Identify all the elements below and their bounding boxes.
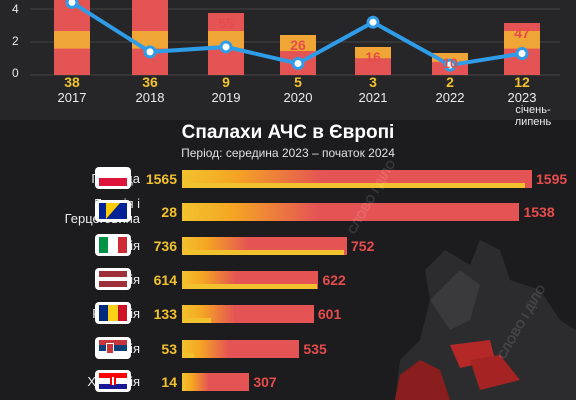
bar-highlight-2022 xyxy=(432,53,468,62)
bar-small xyxy=(182,353,194,358)
value-small: 736 xyxy=(153,238,177,254)
bar-small xyxy=(182,183,526,188)
bar-value-2020: 26 xyxy=(290,37,306,53)
bar-highlight-2019 xyxy=(208,31,244,49)
value-large: 535 xyxy=(303,341,327,357)
bar-small xyxy=(182,318,212,323)
year-label-2021: 2021 xyxy=(358,90,388,105)
value-small: 14 xyxy=(161,374,177,390)
serbia-flag-icon xyxy=(95,337,131,359)
value-large: 307 xyxy=(253,374,277,390)
bar-count-2021: 3 xyxy=(369,74,377,90)
bar-large xyxy=(182,237,348,255)
y-tick-2: 2 xyxy=(12,34,19,48)
chart-subtitle: Період: середина 2023 – початок 2024 xyxy=(181,146,395,160)
value-small: 53 xyxy=(161,341,177,357)
y-tick-0: 0 xyxy=(12,66,19,80)
bar-value-2022: 10 xyxy=(442,55,458,71)
value-large: 1538 xyxy=(523,204,555,220)
bar-small xyxy=(182,386,186,391)
bar-highlight-2020 xyxy=(280,35,316,51)
value-large: 752 xyxy=(351,238,375,254)
romania-flag-icon xyxy=(95,302,131,324)
year-label-2023: 2023 xyxy=(507,90,537,105)
bar-large xyxy=(182,271,319,289)
bar-count-2017: 38 xyxy=(64,74,80,90)
y-tick-4: 4 xyxy=(12,2,19,16)
bar-large xyxy=(182,170,532,188)
bar-count-2023: 12 xyxy=(514,74,530,90)
bar-large xyxy=(182,340,300,358)
year-label-2019: 2019 xyxy=(211,90,241,105)
line-point-2023 xyxy=(515,47,529,61)
bar-count-2020: 5 xyxy=(294,74,302,90)
line-point-2021 xyxy=(366,15,380,29)
year-label-2022: 2022 xyxy=(435,90,465,105)
bar-small xyxy=(182,250,344,255)
value-small: 28 xyxy=(161,204,177,220)
chart-title: Спалахи АЧС в Європі xyxy=(181,122,395,143)
top-chart-svg xyxy=(30,0,560,76)
bar-count-2019: 9 xyxy=(222,74,230,90)
latvia-flag-icon xyxy=(95,268,131,290)
year-label-2018: 2018 xyxy=(135,90,165,105)
line-point-2022 xyxy=(443,58,457,72)
bar-highlight-2021 xyxy=(355,47,391,59)
bar-count-2018: 36 xyxy=(142,74,158,90)
value-small: 614 xyxy=(153,272,177,288)
bar-large xyxy=(182,305,314,323)
top-chart xyxy=(0,0,576,120)
bar-count-2022: 2 xyxy=(446,74,454,90)
bar-value-2019: 55 xyxy=(218,15,234,31)
value-large: 622 xyxy=(322,272,346,288)
value-small: 133 xyxy=(153,306,177,322)
line-point-2020 xyxy=(291,56,305,70)
year-label-2020: 2020 xyxy=(283,90,313,105)
bosnia-flag-icon xyxy=(95,200,131,222)
bar-large xyxy=(182,373,250,391)
year-label-2017: 2017 xyxy=(57,90,87,105)
bar-highlight-2023 xyxy=(504,31,540,49)
bar-small xyxy=(182,284,317,289)
bar-value-2021: 16 xyxy=(365,49,381,65)
bar-value-2023: 47 xyxy=(514,25,530,41)
line-point-2019 xyxy=(219,40,233,54)
italy-flag-icon xyxy=(95,234,131,256)
line-point-2018 xyxy=(143,45,157,59)
croatia-flag-icon xyxy=(95,370,131,392)
value-large: 1595 xyxy=(536,171,568,187)
poland-flag-icon xyxy=(95,167,131,189)
period-note: січень-липень xyxy=(514,104,552,128)
line-point-2017 xyxy=(65,0,79,9)
bar-small xyxy=(182,216,189,221)
bar-large xyxy=(182,203,520,221)
bar-highlight-2017 xyxy=(54,31,90,49)
value-large: 601 xyxy=(317,306,342,322)
value-small: 1565 xyxy=(145,171,177,187)
